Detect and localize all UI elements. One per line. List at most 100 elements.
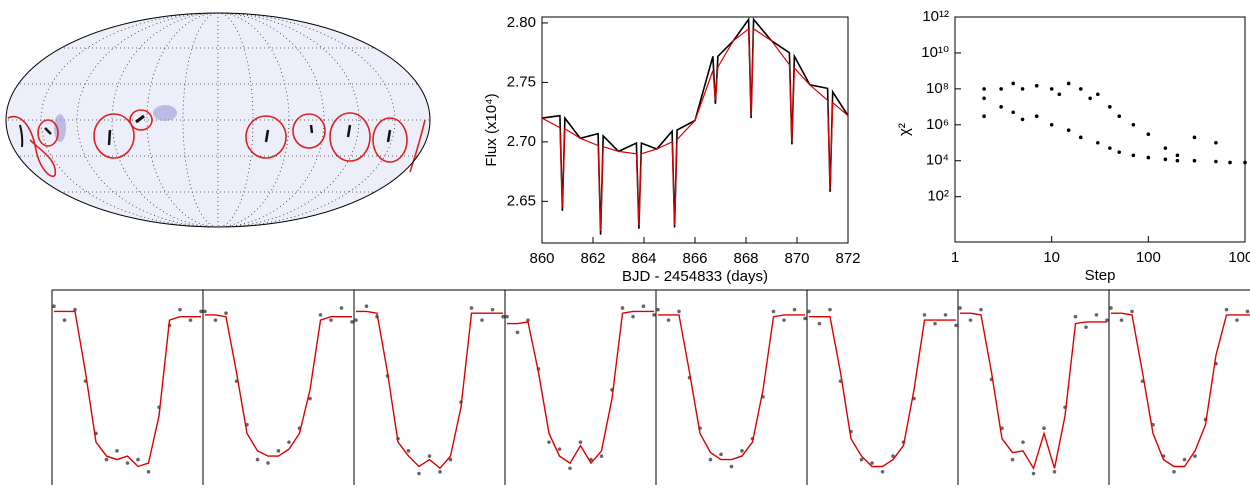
chi-point bbox=[1175, 153, 1180, 158]
transit-point bbox=[1105, 318, 1109, 322]
transit-point bbox=[1224, 307, 1229, 312]
transit-point bbox=[1021, 440, 1025, 444]
y-tick-label: 10⁸ bbox=[926, 80, 949, 97]
transit-point bbox=[719, 452, 723, 457]
transit-point bbox=[1235, 318, 1239, 322]
chi-point bbox=[1163, 146, 1168, 150]
transit-point bbox=[803, 316, 807, 321]
chi-point bbox=[982, 96, 986, 101]
transit-point bbox=[599, 454, 604, 458]
transit-point bbox=[350, 320, 354, 324]
transit-point bbox=[1172, 469, 1176, 474]
chi-point bbox=[1034, 114, 1039, 119]
flux-line bbox=[541, 16, 849, 235]
chi-point bbox=[1243, 160, 1247, 165]
transit-point bbox=[339, 306, 344, 310]
chi-point bbox=[1146, 132, 1151, 136]
chi-point bbox=[1088, 96, 1092, 101]
transit-point bbox=[652, 313, 656, 317]
chi-point bbox=[1020, 117, 1025, 122]
transit-point bbox=[469, 306, 474, 310]
transit-point bbox=[859, 457, 864, 462]
sky-blobs bbox=[19, 105, 392, 148]
transit-model bbox=[356, 310, 503, 470]
y-tick-label: 10¹² bbox=[922, 8, 949, 25]
transit-point bbox=[406, 449, 411, 453]
sky-circles bbox=[7, 109, 426, 177]
transit-point bbox=[666, 318, 671, 322]
chi-point bbox=[1146, 155, 1151, 160]
x-tick-label: 872 bbox=[835, 250, 860, 267]
transit-point bbox=[490, 307, 495, 312]
y-tick-label: 10⁶ bbox=[926, 116, 949, 133]
transit-point bbox=[417, 471, 421, 476]
x-tick-label: 860 bbox=[529, 250, 554, 267]
transit-point bbox=[203, 309, 207, 314]
transit-point bbox=[266, 461, 270, 465]
chi-point bbox=[1131, 123, 1136, 127]
transit-point bbox=[104, 457, 109, 462]
transit-point bbox=[329, 318, 333, 322]
transit-model bbox=[54, 310, 201, 468]
transit-point bbox=[620, 306, 625, 310]
transit-point bbox=[578, 440, 583, 444]
chi-point bbox=[1192, 135, 1197, 140]
transit-frame bbox=[957, 289, 1110, 488]
x-tick-label: 10 bbox=[1043, 249, 1060, 266]
transit-point bbox=[364, 304, 369, 309]
x-tick-label: 870 bbox=[784, 250, 809, 267]
chi-point bbox=[1057, 92, 1062, 97]
transit-point bbox=[1042, 426, 1046, 431]
transit-point bbox=[115, 449, 119, 453]
transit-point bbox=[1084, 325, 1088, 329]
transit-point bbox=[933, 321, 937, 326]
y-tick-label: 10¹⁰ bbox=[921, 44, 949, 61]
x-axis-label: BJD - 2454833 (days) bbox=[622, 268, 768, 285]
transit-point bbox=[771, 309, 776, 314]
chi-point bbox=[1095, 140, 1100, 145]
transit-point bbox=[52, 304, 56, 309]
transit-point bbox=[136, 457, 140, 462]
chi-point bbox=[1108, 146, 1112, 150]
transit-point bbox=[807, 309, 811, 314]
transit-point bbox=[213, 318, 218, 322]
transit-point bbox=[968, 318, 973, 322]
transit-frame bbox=[1108, 289, 1250, 488]
chi-point bbox=[1175, 158, 1180, 163]
transit-point bbox=[708, 457, 713, 462]
chi-point bbox=[1131, 153, 1136, 158]
chi-point bbox=[1095, 92, 1100, 97]
chi-point bbox=[1049, 123, 1054, 127]
transit-point bbox=[448, 457, 453, 462]
transit-point bbox=[178, 307, 182, 312]
transit-point bbox=[287, 440, 291, 444]
transit-point bbox=[979, 307, 983, 312]
chi-point bbox=[982, 87, 986, 91]
plot-frame bbox=[954, 16, 1246, 243]
transit-point bbox=[255, 457, 260, 462]
transit-point bbox=[224, 311, 228, 315]
transit-point bbox=[505, 314, 509, 319]
transit-point bbox=[1094, 313, 1099, 317]
x-tick-label: 864 bbox=[631, 250, 656, 267]
transit-point bbox=[1052, 469, 1057, 474]
transit-point bbox=[427, 454, 432, 458]
chi-point bbox=[1117, 150, 1122, 154]
transit-point bbox=[1010, 457, 1015, 462]
y-tick-label: 2.80 bbox=[507, 14, 536, 31]
chi-point bbox=[999, 105, 1003, 109]
x-axis-label: Step bbox=[1085, 267, 1116, 284]
transit-point bbox=[1182, 457, 1187, 462]
chi-point bbox=[1117, 114, 1122, 119]
x-tick-label: 100 bbox=[1136, 249, 1161, 266]
transit-point bbox=[880, 469, 885, 474]
transit-point bbox=[438, 469, 442, 474]
transit-point bbox=[568, 466, 572, 471]
x-tick-label: 868 bbox=[733, 250, 758, 267]
transit-point bbox=[276, 449, 281, 453]
transit-point bbox=[1031, 471, 1036, 476]
chi-point bbox=[1034, 83, 1039, 88]
x-tick-label: 862 bbox=[580, 250, 605, 267]
chi-point bbox=[1066, 128, 1071, 133]
